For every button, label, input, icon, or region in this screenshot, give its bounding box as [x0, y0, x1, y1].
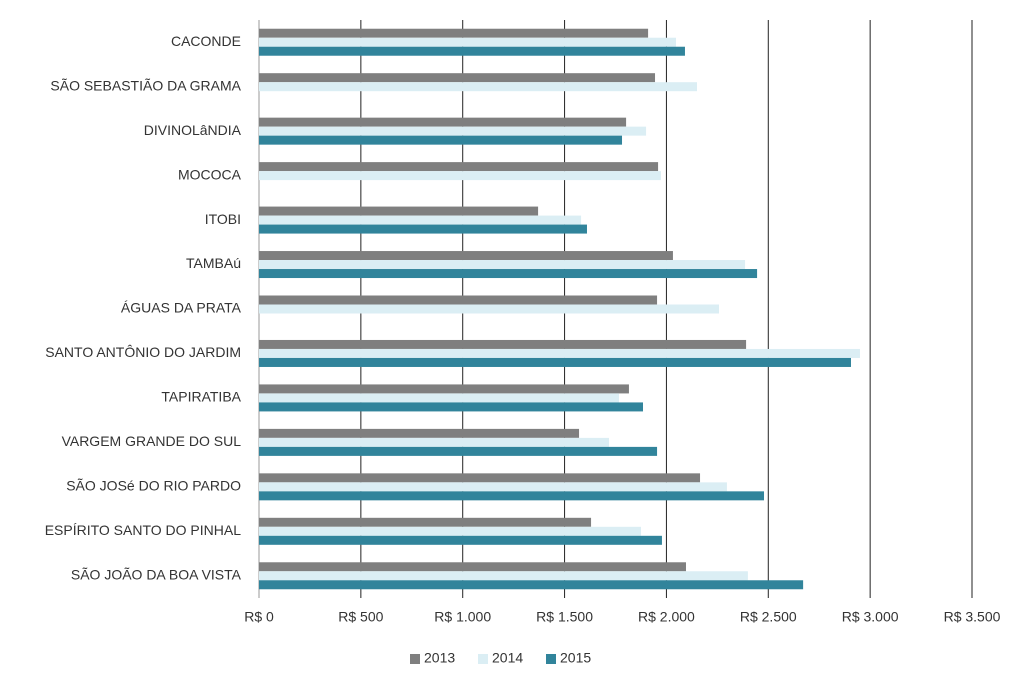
x-tick-label: R$ 3.000 [842, 609, 899, 625]
y-tick-label: ÁGUAS DA PRATA [121, 300, 242, 316]
y-tick-label: TAMBAú [186, 255, 241, 271]
bar [259, 215, 582, 225]
bar [259, 517, 592, 527]
bar [259, 384, 629, 394]
y-tick-label: ESPÍRITO SANTO DO PINHAL [45, 522, 242, 538]
x-tick-label: R$ 500 [338, 609, 383, 625]
bar [259, 535, 662, 545]
legend-swatch [546, 654, 556, 664]
legend-label: 2013 [424, 650, 455, 666]
x-tick-label: R$ 3.500 [944, 609, 1001, 625]
y-tick-label: SÃO JOSé DO RIO PARDO [66, 478, 241, 494]
bar [259, 304, 719, 314]
bar [259, 402, 644, 412]
bar [259, 126, 647, 136]
bar [259, 437, 609, 447]
bar [259, 526, 641, 536]
bar [259, 339, 747, 349]
x-tick-label: R$ 0 [244, 609, 274, 625]
y-tick-label: VARGEM GRANDE DO SUL [62, 433, 242, 449]
legend-label: 2014 [492, 650, 523, 666]
x-tick-label: R$ 1.500 [536, 609, 593, 625]
y-tick-label: MOCOCA [178, 166, 242, 182]
bar [259, 562, 686, 572]
bar [259, 82, 697, 92]
bar [259, 446, 658, 456]
bar [259, 224, 587, 234]
x-tick-label: R$ 1.000 [434, 609, 491, 625]
bar [259, 73, 656, 83]
bar [259, 135, 623, 145]
y-tick-label: SÃO JOÃO DA BOA VISTA [71, 566, 242, 582]
bar [259, 28, 649, 38]
bar [259, 37, 677, 47]
legend-swatch [478, 654, 488, 664]
bar [259, 46, 685, 56]
bar [259, 491, 765, 501]
bar [259, 393, 619, 403]
bar [259, 206, 539, 216]
bar [259, 269, 758, 279]
y-tick-label: DIVINOLâNDIA [144, 122, 242, 138]
bar [259, 482, 727, 492]
bar [259, 580, 804, 590]
bar [259, 117, 627, 127]
x-tick-label: R$ 2.000 [638, 609, 695, 625]
y-tick-label: SÃO SEBASTIÃO DA GRAMA [50, 77, 241, 93]
bar [259, 571, 748, 581]
bar [259, 348, 860, 358]
bar [259, 357, 851, 367]
y-tick-label: ITOBI [205, 211, 241, 227]
legend-swatch [410, 654, 420, 664]
y-tick-label: CACONDE [171, 33, 241, 49]
x-tick-label: R$ 2.500 [740, 609, 797, 625]
bar [259, 171, 661, 181]
y-tick-label: TAPIRATIBA [161, 389, 241, 405]
bar [259, 251, 673, 261]
bar [259, 295, 658, 305]
bar [259, 473, 701, 483]
bar [259, 260, 746, 270]
y-tick-label: SANTO ANTÔNIO DO JARDIM [45, 344, 241, 360]
legend-label: 2015 [560, 650, 591, 666]
bar [259, 428, 580, 438]
bar [259, 162, 659, 172]
